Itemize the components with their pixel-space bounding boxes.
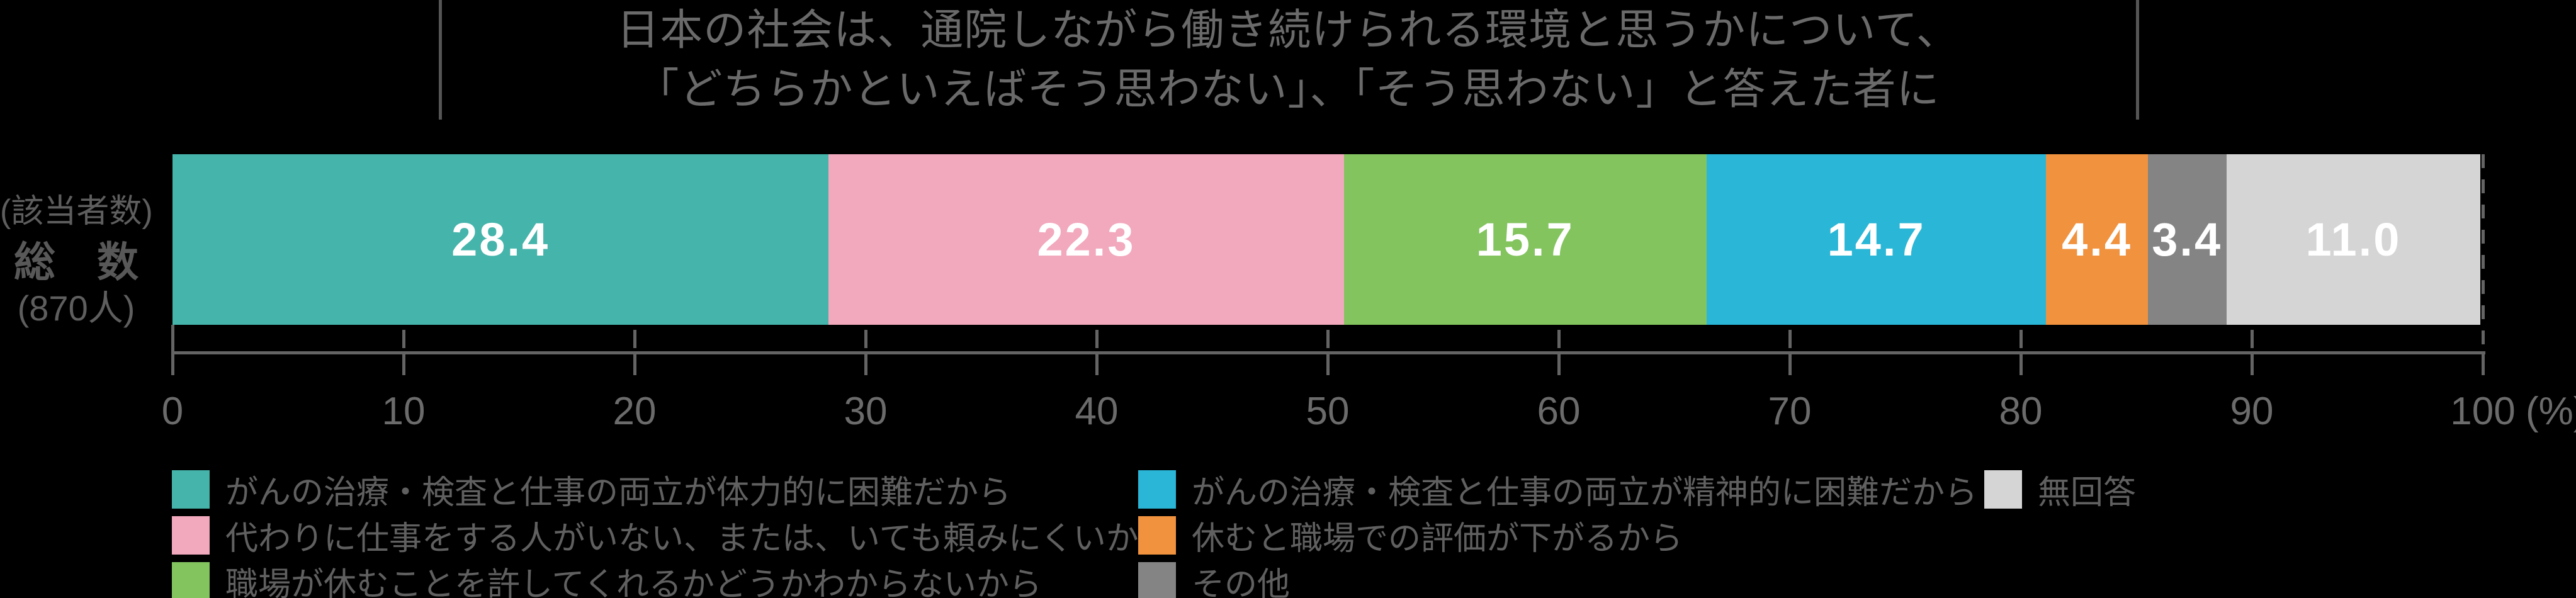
legend-label: 休むと職場での評価が下がるから — [1192, 521, 1683, 557]
axis-tick — [864, 354, 867, 375]
axis-tick-dash — [1326, 330, 1330, 348]
axis-tick-dash — [864, 330, 867, 348]
stacked-bar: 28.4 22.3 15.7 14.7 4.4 3.4 11.0 — [172, 154, 2483, 325]
legend-label: 無回答 — [2038, 475, 2137, 511]
axis-tick — [2020, 354, 2023, 375]
chart-title-line-1: 日本の社会は、通院しながら働き続けられる環境と思うかについて、 — [616, 6, 1960, 54]
axis-tick-label: 100 — [2450, 390, 2516, 433]
bar-segment-6: 3.4 — [2147, 154, 2227, 325]
respondent-count-value: (870人) — [17, 288, 135, 328]
axis-tick — [1326, 354, 1330, 375]
axis-tick-dash — [1095, 330, 1099, 348]
legend-swatch — [172, 562, 210, 598]
bar-segment-7: 11.0 — [2226, 154, 2481, 325]
legend-item: がんの治療・検査と仕事の両立が精神的に困難だから — [1138, 466, 1977, 513]
axis-tick-label: 30 — [844, 390, 888, 433]
row-label-block: (該当者数) 総 数 (870人) — [0, 154, 153, 328]
bar-value-label: 22.3 — [1037, 213, 1136, 266]
legend-label: 職場が休むことを許してくれるかどうかわからないから — [225, 567, 1042, 598]
legend-label: その他 — [1192, 567, 1291, 598]
bar-segment-4: 14.7 — [1706, 154, 2047, 325]
legend-item: その他 — [1138, 558, 1290, 598]
axis-tick-label: 90 — [2230, 390, 2274, 433]
axis-tick-label: 50 — [1306, 390, 1350, 433]
legend-swatch — [1984, 470, 2022, 509]
title-block: 日本の社会は、通院しながら働き続けられる環境と思うかについて、 「どちらかといえ… — [439, 0, 2137, 121]
legend-label: がんの治療・検査と仕事の両立が精神的に困難だから — [1192, 475, 1978, 511]
axis-tick — [2251, 354, 2254, 375]
axis-tick — [1788, 354, 1792, 375]
axis-tick-dash — [402, 330, 405, 348]
legend-item: 代わりに仕事をする人がいない、または、いても頼みにくいから — [172, 512, 1172, 559]
legend-swatch — [1138, 470, 1176, 509]
bar-value-label: 11.0 — [2305, 213, 2402, 266]
axis-tick-label: 60 — [1537, 390, 1581, 433]
axis-tick-dash — [1788, 330, 1792, 348]
bar-segment-5: 4.4 — [2046, 154, 2148, 325]
axis-spine-tick — [171, 325, 174, 375]
axis-tick-label: 80 — [1999, 390, 2043, 433]
legend-swatch — [1138, 562, 1176, 598]
bar-value-label: 4.4 — [2062, 213, 2133, 266]
legend-swatch — [172, 470, 210, 509]
axis-tick-label: 40 — [1075, 390, 1119, 433]
x-axis-line — [172, 351, 2485, 354]
bar-segment-2: 22.3 — [828, 154, 1344, 325]
bar-value-label: 3.4 — [2152, 213, 2223, 266]
axis-tick-dash — [1557, 330, 1561, 348]
legend-item: がんの治療・検査と仕事の両立が体力的に困難だから — [172, 466, 1011, 513]
axis-tick-label: 70 — [1768, 390, 1812, 433]
title-bracket-left-line — [439, 0, 442, 120]
bar-value-label: 28.4 — [451, 213, 550, 266]
axis-tick-dash — [2251, 330, 2254, 348]
legend-item: 職場が休むことを許してくれるかどうかわからないから — [172, 558, 1042, 598]
axis-tick — [1095, 354, 1099, 375]
bar-value-label: 15.7 — [1476, 213, 1574, 266]
bar-value-label: 14.7 — [1827, 213, 1926, 266]
title-bracket-right-line — [2136, 0, 2139, 120]
bar-segment-3: 15.7 — [1343, 154, 1707, 325]
total-category-label: 総 数 — [14, 239, 138, 285]
legend-label: 代わりに仕事をする人がいない、または、いても頼みにくいから — [225, 521, 1172, 557]
axis-dashed-gridline — [2482, 154, 2485, 348]
axis-tick — [1557, 354, 1561, 375]
axis-tick-dash — [2020, 330, 2023, 348]
axis-tick-dash — [633, 330, 636, 348]
axis-tick-label: 10 — [381, 390, 426, 433]
legend-swatch — [1138, 516, 1176, 555]
axis-tick — [2482, 354, 2485, 375]
axis-tick — [402, 354, 405, 375]
axis-unit-label: (%) — [2526, 390, 2576, 433]
legend-item: 無回答 — [1984, 466, 2136, 513]
legend-item: 休むと職場での評価が下がるから — [1138, 512, 1683, 559]
axis-tick — [633, 354, 636, 375]
legend-swatch — [172, 516, 210, 555]
legend-label: がんの治療・検査と仕事の両立が体力的に困難だから — [225, 475, 1012, 511]
axis-tick-label: 0 — [161, 390, 184, 433]
chart-title-line-2: 「どちらかといえばそう思わない」、「そう思わない」と答えた者に — [636, 65, 1940, 113]
axis-tick-label: 20 — [613, 390, 657, 433]
respondent-count-caption: (該当者数) — [0, 193, 153, 230]
bar-segment-1: 28.4 — [172, 154, 829, 325]
